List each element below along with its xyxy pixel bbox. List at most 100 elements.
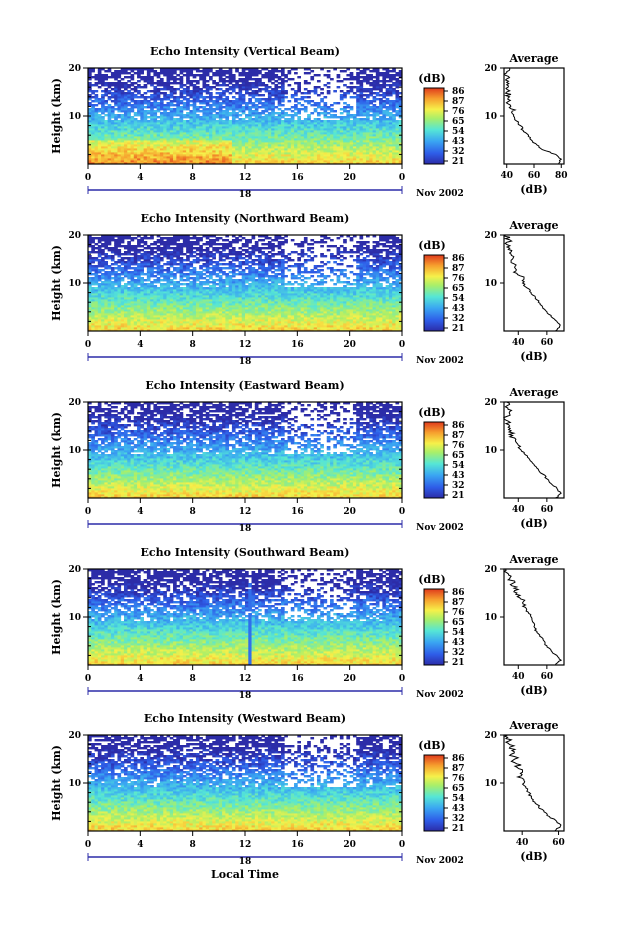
heatmap-cell xyxy=(232,96,236,98)
heatmap-cell xyxy=(163,104,167,106)
heatmap-cell xyxy=(153,82,157,84)
heatmap-cell xyxy=(386,98,390,100)
heatmap-cell xyxy=(281,120,285,122)
heatmap-cell xyxy=(121,90,125,92)
heatmap-cell xyxy=(252,110,256,112)
heatmap-cell xyxy=(261,98,265,100)
heatmap-cell xyxy=(314,86,318,88)
heatmap-cell xyxy=(202,90,206,92)
heatmap-cell xyxy=(327,112,331,114)
heatmap-cell xyxy=(140,76,144,78)
heatmap-cell xyxy=(176,88,180,90)
heatmap-cell xyxy=(137,80,141,82)
heatmap-cell xyxy=(222,106,226,108)
heatmap-cell xyxy=(127,90,131,92)
heatmap-cell xyxy=(343,78,347,80)
x-tick-label: 16 xyxy=(291,173,304,183)
heatmap-cell xyxy=(225,80,229,82)
heatmap-cell xyxy=(337,80,341,82)
heatmap-cell xyxy=(369,82,373,84)
heatmap-cell xyxy=(304,72,308,74)
heatmap-cell xyxy=(346,74,350,76)
heatmap-cell xyxy=(258,70,262,72)
heatmap-cell xyxy=(167,102,171,104)
heatmap-cell xyxy=(271,88,275,90)
heatmap-cell xyxy=(153,110,157,112)
heatmap-cell xyxy=(173,118,177,120)
heatmap-cell xyxy=(294,82,298,84)
colorbar-tick-label: 43 xyxy=(452,137,465,147)
heatmap-cell xyxy=(369,120,373,122)
heatmap-cell xyxy=(346,110,350,112)
heatmap-cell xyxy=(101,90,105,92)
heatmap-cell xyxy=(386,88,390,90)
heatmap-cell xyxy=(147,96,151,98)
heatmap-cell xyxy=(147,110,151,112)
heatmap-cell xyxy=(176,118,180,120)
heatmap-cell xyxy=(104,114,108,116)
heatmap-cell xyxy=(193,84,197,86)
heatmap-cell xyxy=(137,90,141,92)
heatmap-cell xyxy=(95,94,99,96)
heatmap-cell xyxy=(232,74,236,76)
heatmap-cell xyxy=(108,82,112,84)
heatmap-cell xyxy=(317,102,321,104)
heatmap-cell xyxy=(101,94,105,96)
heatmap-cell xyxy=(183,74,187,76)
heatmap-cell xyxy=(382,92,386,94)
heatmap-cell xyxy=(108,104,112,106)
heatmap-cell xyxy=(219,92,223,94)
heatmap-cell xyxy=(131,82,135,84)
heatmap-cell xyxy=(173,76,177,78)
heatmap-cell xyxy=(238,78,242,80)
heatmap-cell xyxy=(297,98,301,100)
heatmap-cell xyxy=(199,110,203,112)
heatmap-cell xyxy=(353,114,357,116)
heatmap-cell xyxy=(91,76,95,78)
heatmap-cell xyxy=(95,82,99,84)
heatmap-cell xyxy=(343,102,347,104)
heatmap-cell xyxy=(261,88,265,90)
heatmap-cell xyxy=(320,98,324,100)
heatmap-cell xyxy=(301,120,305,122)
heatmap-cell xyxy=(320,88,324,90)
heatmap-cell xyxy=(255,98,259,100)
heatmap-cell xyxy=(104,106,108,108)
heatmap-cell xyxy=(238,72,242,74)
heatmap-cell xyxy=(121,114,125,116)
heatmap-cell xyxy=(131,92,135,94)
heatmap-cell xyxy=(337,86,341,88)
heatmap-cell xyxy=(356,86,360,88)
heatmap-cell xyxy=(369,100,373,102)
heatmap-cell xyxy=(183,114,187,116)
heatmap-cell xyxy=(389,70,393,72)
heatmap-cell xyxy=(379,116,383,118)
heatmap-cell xyxy=(350,96,354,98)
heatmap-cell xyxy=(127,108,131,110)
heatmap-cell xyxy=(196,86,200,88)
heatmap-cell xyxy=(369,106,373,108)
heatmap-cell xyxy=(363,118,367,120)
heatmap-cell xyxy=(359,80,363,82)
heatmap-cell xyxy=(176,82,180,84)
heatmap-cell xyxy=(265,72,269,74)
heatmap-cell xyxy=(202,96,206,98)
heatmap-cell xyxy=(160,92,164,94)
heatmap-cell xyxy=(183,120,187,122)
heatmap-cell xyxy=(392,114,396,116)
heatmap-cell xyxy=(294,90,298,92)
heatmap-cell xyxy=(95,90,99,92)
heatmap-cell xyxy=(327,106,331,108)
heatmap-cell xyxy=(170,108,174,110)
heatmap-cell xyxy=(327,86,331,88)
heatmap-cell xyxy=(297,116,301,118)
average-title: Average xyxy=(508,52,558,65)
heatmap-cell xyxy=(284,118,288,120)
heatmap-cell xyxy=(98,114,102,116)
heatmap-cell xyxy=(274,80,278,82)
heatmap-cell xyxy=(95,108,99,110)
heatmap-cell xyxy=(104,70,108,72)
heatmap-cell xyxy=(216,120,220,122)
x-tick-label: 20 xyxy=(343,173,356,183)
heatmap-cell xyxy=(304,80,308,82)
